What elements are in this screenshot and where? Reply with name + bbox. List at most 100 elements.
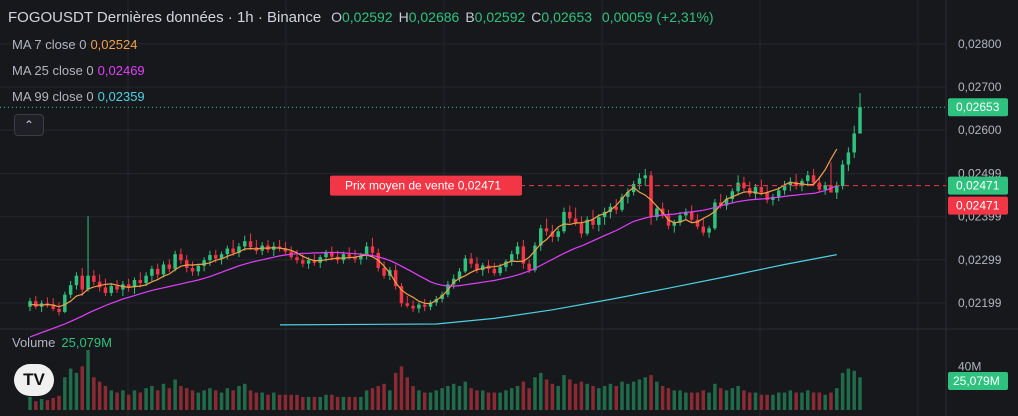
candle-body <box>492 268 497 274</box>
volume-bar <box>364 390 369 410</box>
volume-bar <box>579 381 584 410</box>
candle-body <box>208 255 212 261</box>
volume-bar <box>655 381 659 410</box>
last-volume-label: 25,079M <box>953 374 1000 388</box>
candle-body <box>498 267 502 274</box>
symbol-title[interactable]: FOGOUSDT Dernières données · 1h · Binanc… <box>8 9 322 26</box>
volume-bar <box>800 392 804 410</box>
volume-bar <box>219 392 224 410</box>
volume-bar <box>161 383 166 410</box>
volume-bar <box>370 388 375 410</box>
volume-bar <box>771 394 775 410</box>
volume-bar <box>301 396 305 410</box>
volume-bar <box>411 386 415 410</box>
candle-body <box>829 185 833 193</box>
volume-bar <box>393 372 398 410</box>
volume-bar <box>614 386 618 410</box>
candle-body <box>196 265 201 272</box>
ma-legend-row[interactable]: MA 25 close 0 0,02469 <box>12 63 145 78</box>
candle-body <box>771 196 775 200</box>
volume-bar <box>689 392 694 410</box>
candle-body <box>637 178 642 184</box>
candle-body <box>330 252 334 257</box>
price-tick-label: 0,02199 <box>958 296 1002 310</box>
volume-bar <box>39 399 44 410</box>
ma-legend-row[interactable]: MA 99 close 0 0,02359 <box>12 89 145 104</box>
volume-bar <box>388 390 392 410</box>
last-volume-tag <box>948 372 1008 390</box>
volume-bar <box>724 390 729 410</box>
candle-body <box>74 275 79 286</box>
candle-body <box>86 275 90 290</box>
candle-body <box>463 258 468 272</box>
candle-body <box>724 199 729 206</box>
ohlc-key-c: C <box>531 9 542 25</box>
candle-body <box>243 241 247 247</box>
volume-bar <box>330 394 334 410</box>
candle-body <box>411 305 415 309</box>
candle-body <box>161 264 166 275</box>
candle-body <box>585 219 589 234</box>
volume-bar <box>510 388 514 410</box>
candle-body <box>742 182 746 189</box>
price-tick-label: 0,02299 <box>958 253 1002 267</box>
candle-body <box>283 248 288 252</box>
volume-bar <box>602 386 607 410</box>
collapse-legend-button[interactable]: ⌃ <box>14 114 44 136</box>
candle-body <box>626 192 630 197</box>
volume-bar <box>504 390 508 410</box>
volume-bar <box>759 394 764 410</box>
price-tick-label: 0,02800 <box>958 37 1002 51</box>
candle-body <box>515 246 520 255</box>
ma-legend-row[interactable]: MA 7 close 0 0,02524 <box>12 37 137 52</box>
ohlc-value-b: 0,02592 <box>474 9 526 25</box>
avg-sell-price-tag <box>948 196 1008 215</box>
volume-bar <box>440 388 444 410</box>
ma-legend-value: 0,02524 <box>90 37 138 52</box>
volume-bar <box>341 396 346 410</box>
candle-body <box>167 264 172 269</box>
volume-bar <box>660 386 665 410</box>
volume-bar <box>451 383 456 410</box>
volume-bar <box>480 390 485 410</box>
volume-bar <box>701 390 706 410</box>
candle-body <box>602 211 607 218</box>
volume-bar <box>446 386 450 410</box>
volume-bar <box>121 390 125 410</box>
volume-bar <box>132 390 137 410</box>
volume-bar <box>492 392 497 410</box>
volume-bar <box>359 396 363 410</box>
candle-body <box>846 152 851 165</box>
candle-body <box>718 202 723 206</box>
candle-body <box>132 280 137 288</box>
volume-bar <box>782 392 787 410</box>
candle-body <box>248 241 253 248</box>
volume-bar <box>858 377 862 410</box>
candle-body <box>840 164 845 187</box>
volume-bar <box>28 396 32 410</box>
candle-body <box>80 275 84 290</box>
avg-sell-price-label: 0,02471 <box>956 199 1000 213</box>
candle-body <box>678 215 682 223</box>
last-price-tag <box>948 98 1008 117</box>
volume-bar <box>382 383 386 410</box>
candle-body <box>155 268 160 275</box>
volume-bar <box>817 392 822 410</box>
volume-bar <box>428 392 433 410</box>
candle-body <box>422 304 427 307</box>
ohlc-key-o: O <box>331 9 342 25</box>
volume-bar <box>213 390 218 410</box>
volume-bar <box>730 388 735 410</box>
volume-bar <box>608 383 613 410</box>
candle-body <box>568 211 572 219</box>
tradingview-logo[interactable]: TV <box>14 364 54 396</box>
candle-body <box>689 211 694 220</box>
candle-body <box>295 257 299 261</box>
volume-bar <box>550 383 555 410</box>
volume-bar <box>173 379 177 410</box>
volume-bar <box>486 392 491 410</box>
volume-bar <box>434 390 439 410</box>
volume-bar <box>806 390 810 410</box>
candle-body <box>614 206 618 210</box>
